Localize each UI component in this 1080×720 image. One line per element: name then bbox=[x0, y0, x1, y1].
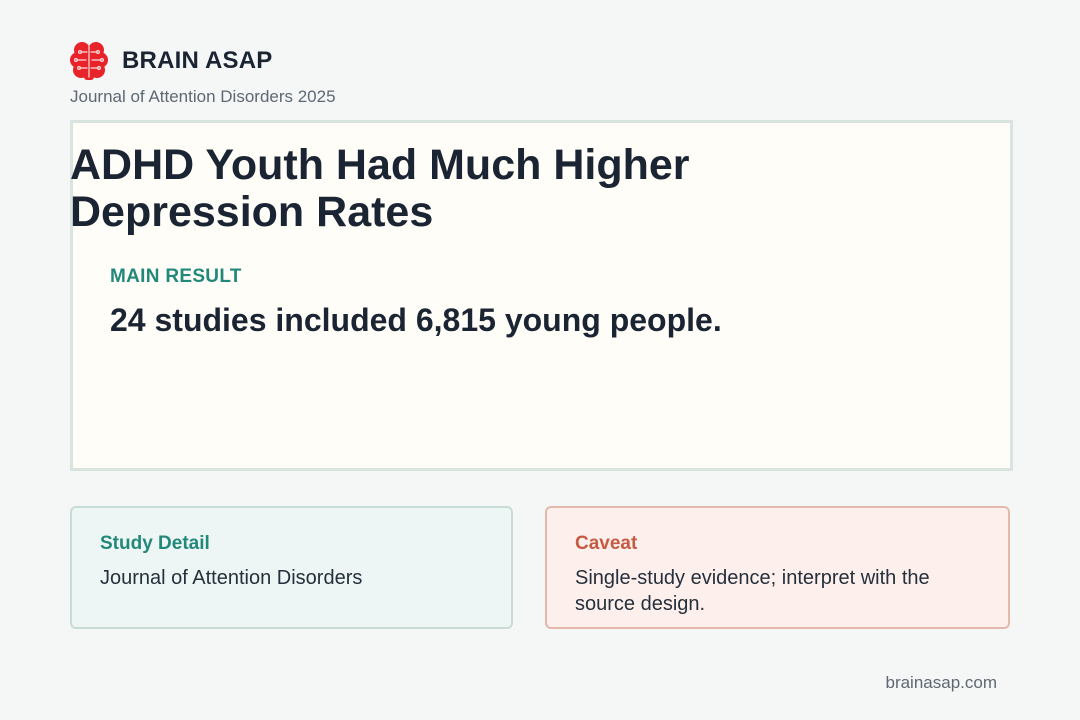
headline: ADHD Youth Had Much Higher Depression Ra… bbox=[70, 141, 690, 236]
study-detail-heading: Study Detail bbox=[100, 533, 210, 554]
main-result-label: MAIN RESULT bbox=[110, 266, 242, 287]
source-line: Journal of Attention Disorders 2025 bbox=[70, 87, 336, 106]
brain-icon bbox=[70, 42, 108, 80]
study-detail-card: Study Detail Journal of Attention Disord… bbox=[70, 506, 513, 629]
footer-site-link[interactable]: brainasap.com bbox=[885, 673, 997, 692]
main-result-card: ADHD Youth Had Much Higher Depression Ra… bbox=[70, 120, 1013, 471]
caveat-card: Caveat Single-study evidence; interpret … bbox=[545, 506, 1010, 629]
caveat-heading: Caveat bbox=[575, 533, 638, 554]
brand: BRAIN ASAP bbox=[70, 41, 272, 81]
caveat-body: Single-study evidence; interpret with th… bbox=[575, 567, 930, 615]
main-result-text: 24 studies included 6,815 young people. bbox=[110, 302, 722, 338]
brand-name: BRAIN ASAP bbox=[122, 47, 273, 74]
study-detail-body: Journal of Attention Disorders bbox=[100, 567, 363, 589]
